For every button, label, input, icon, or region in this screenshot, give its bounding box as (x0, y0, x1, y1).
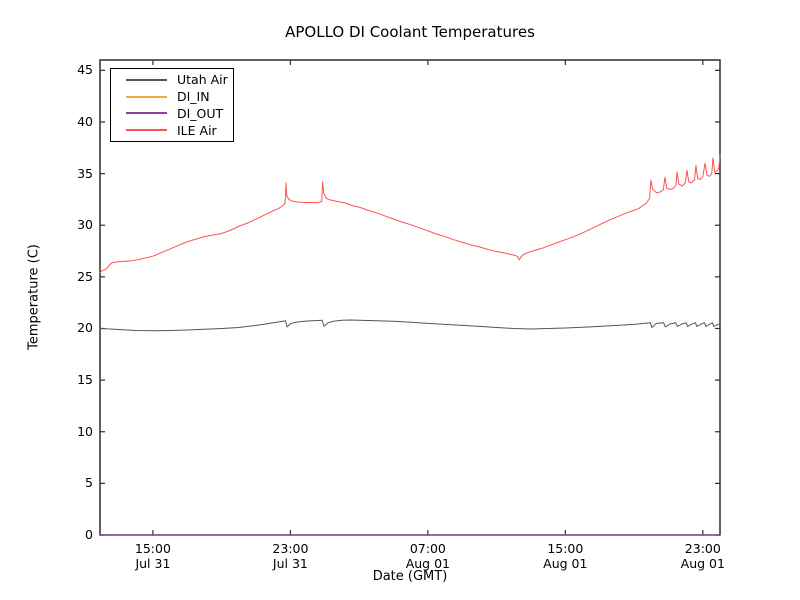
y-tick-label: 45 (77, 62, 93, 78)
y-tick-label: 20 (77, 320, 93, 336)
x-tick-date: Aug 01 (405, 556, 450, 571)
legend-item: DI_OUT (111, 105, 233, 121)
x-tick-date: Aug 01 (680, 556, 725, 571)
legend-label: DI_OUT (177, 105, 224, 121)
series-line-ile-air (99, 154, 721, 274)
x-tick-time: 15:00 (134, 541, 171, 556)
legend-label: ILE Air (177, 122, 217, 138)
y-tick-label: 30 (77, 217, 93, 233)
legend: Utah Air DI_IN DI_OUT ILE Air (110, 68, 234, 142)
x-tick-time: 15:00 (547, 541, 584, 556)
legend-label: DI_IN (177, 89, 210, 105)
x-tick-time: 07:00 (409, 541, 446, 556)
legend-label: Utah Air (177, 72, 228, 88)
legend-line-swatch (126, 95, 167, 98)
x-tick-label: 15:00 Jul 31 (113, 541, 193, 571)
legend-line-swatch (126, 129, 167, 132)
y-tick-label: 25 (77, 268, 93, 284)
x-tick-time: 23:00 (272, 541, 309, 556)
x-axis-label: Date (GMT) (372, 569, 448, 584)
x-tick-date: Aug 01 (543, 556, 588, 571)
x-tick-date: Jul 31 (135, 556, 171, 571)
y-tick-label: 5 (85, 475, 93, 491)
chart-title: APOLLO DI Coolant Temperatures (285, 23, 535, 41)
x-tick-label: 23:00 Jul 31 (250, 541, 330, 571)
series-line-utah-air (99, 319, 721, 332)
x-tick-time: 23:00 (684, 541, 721, 556)
legend-item: ILE Air (111, 122, 233, 138)
y-tick-label: 10 (77, 423, 93, 439)
y-tick-label: 40 (77, 113, 93, 129)
legend-line-swatch (126, 112, 167, 115)
x-tick-label: 15:00 Aug 01 (525, 541, 605, 571)
legend-item: DI_IN (111, 89, 233, 105)
y-axis-label: Temperature (C) (26, 244, 42, 350)
y-tick-label: 15 (77, 372, 93, 388)
x-tick-label: 23:00 Aug 01 (663, 541, 743, 571)
legend-line-swatch (126, 78, 167, 81)
x-tick-date: Jul 31 (272, 556, 308, 571)
x-tick-label: 07:00 Aug 01 (388, 541, 468, 571)
y-tick-label: 0 (85, 527, 93, 542)
y-tick-label: 35 (77, 165, 93, 181)
legend-item: Utah Air (111, 72, 233, 88)
